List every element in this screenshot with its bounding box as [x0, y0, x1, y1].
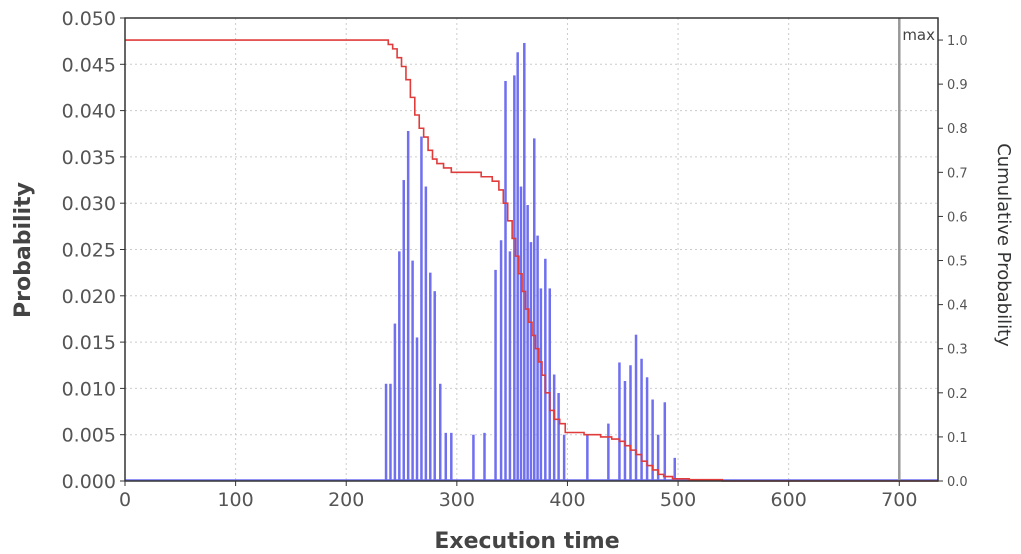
probability-bar	[420, 136, 423, 481]
y-axis-title: Probability	[11, 182, 36, 318]
probability-bar	[472, 434, 475, 481]
y2-tick-label: 0.6	[947, 210, 968, 225]
max-marker-label: max	[902, 26, 935, 44]
probability-bar	[586, 434, 589, 481]
probability-bar	[634, 334, 638, 481]
probability-bar	[508, 251, 512, 481]
y-tick-label: 0.030	[62, 193, 116, 215]
probability-bar	[645, 377, 649, 481]
x-tick-label: 0	[119, 489, 131, 511]
y2-axis-ticks: 0.0 0.1 0.2 0.3 0.4 0.5 0.6 0.7 0.8 0.9 1.0	[938, 34, 968, 490]
probability-bar	[544, 258, 547, 481]
probability-bar	[618, 362, 621, 481]
y2-axis-title: Cumulative Probability	[993, 143, 1014, 347]
x-tick-label: 300	[439, 489, 475, 511]
probability-bar	[623, 380, 627, 481]
x-axis-ticks: 0 100 200 300 400 500 600 700	[119, 481, 917, 511]
probability-bar	[504, 80, 507, 481]
probability-bar	[663, 402, 667, 481]
y-tick-label: 0.000	[62, 471, 116, 493]
probability-bar	[519, 186, 523, 482]
y-tick-label: 0.050	[62, 8, 116, 30]
cumulative-line	[125, 39, 938, 482]
y-tick-label: 0.005	[62, 425, 116, 447]
x-tick-label: 400	[549, 489, 585, 511]
probability-bar	[548, 288, 552, 481]
x-tick-label: 500	[660, 489, 696, 511]
y-tick-label: 0.040	[62, 101, 116, 123]
x-tick-label: 600	[771, 489, 807, 511]
probability-bar	[398, 251, 401, 481]
probability-bar	[513, 75, 516, 482]
y2-tick-label: 1.0	[947, 34, 968, 49]
probability-bar	[393, 323, 397, 481]
probability-bar	[516, 52, 519, 482]
probability-bars	[125, 43, 938, 482]
y-tick-label: 0.025	[62, 240, 116, 262]
probability-bar	[415, 337, 419, 481]
y-tick-label: 0.020	[62, 286, 116, 308]
x-axis-title: Execution time	[434, 529, 619, 554]
probability-bar	[529, 242, 533, 481]
y2-tick-label: 0.7	[947, 166, 968, 181]
y-tick-label: 0.035	[62, 147, 116, 169]
x-tick-label: 100	[217, 489, 253, 511]
x-tick-label: 700	[881, 489, 917, 511]
probability-bar	[384, 383, 388, 481]
probability-bar	[411, 260, 414, 481]
y2-tick-label: 0.2	[947, 387, 968, 402]
y2-tick-label: 0.5	[947, 255, 968, 270]
probability-bar	[433, 291, 436, 481]
probability-bar	[429, 272, 432, 481]
y-tick-label: 0.015	[62, 332, 116, 354]
probability-bar	[557, 393, 560, 481]
probability-bar	[483, 432, 486, 481]
y-axis-ticks: 0.000 0.005 0.010 0.015 0.020 0.025 0.030 0.035…	[62, 8, 125, 493]
probability-bar	[607, 423, 610, 481]
x-tick-label: 200	[328, 489, 364, 511]
y2-tick-label: 0.9	[947, 78, 968, 93]
probability-bar	[640, 358, 643, 481]
probability-bar	[629, 365, 632, 481]
probability-bar	[523, 43, 526, 481]
y2-tick-label: 0.3	[947, 343, 968, 358]
probability-bar	[389, 383, 392, 481]
probability-bar	[651, 399, 654, 481]
probability-bar	[450, 432, 453, 481]
probability-bar	[552, 374, 556, 481]
y2-tick-label: 0.8	[947, 122, 968, 137]
probability-bar	[406, 130, 410, 482]
probability-bar	[526, 205, 529, 481]
probability-bar	[438, 383, 442, 481]
probability-bar	[673, 457, 676, 481]
y2-tick-label: 0.4	[947, 299, 968, 314]
probability-bar	[402, 180, 405, 482]
probability-bar	[499, 240, 503, 481]
probability-bar	[539, 288, 543, 481]
y2-tick-label: 0.1	[947, 431, 968, 446]
probability-bar	[444, 432, 448, 481]
y-tick-label: 0.045	[62, 54, 116, 76]
probability-bar	[424, 186, 428, 482]
probability-bar	[656, 434, 660, 481]
probability-bar	[536, 235, 539, 481]
y-tick-label: 0.010	[62, 378, 116, 400]
y2-tick-label: 0.0	[947, 475, 968, 490]
probability-bar	[494, 269, 497, 481]
probability-bar	[533, 138, 536, 481]
probability-bar	[562, 434, 566, 481]
